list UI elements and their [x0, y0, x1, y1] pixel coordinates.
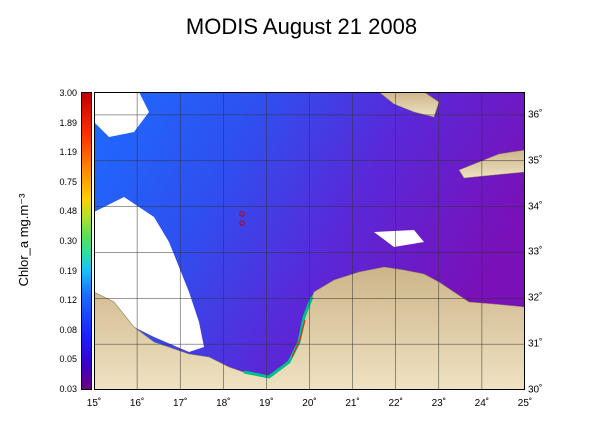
x-tick-label: 24˚ [474, 398, 490, 409]
map-frame [94, 92, 525, 390]
land-crete [458, 149, 525, 179]
y-tick-label: 35˚ [528, 155, 543, 167]
no-data-area-north [94, 92, 149, 137]
colorbar [81, 92, 92, 390]
y-tick-label: 32˚ [528, 292, 543, 304]
x-tick-label: 19˚ [259, 398, 274, 409]
map-title: MODIS August 21 2008 [185, 14, 418, 39]
x-tick-label: 16˚ [129, 398, 145, 409]
colorbar-label: Chlor_a mg.m⁻³ [16, 193, 31, 287]
y-tick-label: 36˚ [528, 109, 543, 121]
colorbar-tick-label: 0.05 [59, 354, 77, 365]
colorbar-tick-label: 1.89 [59, 117, 77, 128]
y-tick-label: 33˚ [528, 246, 543, 258]
colorbar-tick-label: 3.00 [59, 88, 77, 98]
y-tick-label: 34˚ [528, 201, 543, 213]
x-tick-label: 23˚ [431, 398, 447, 409]
station-marker-1 [239, 211, 245, 217]
y-tick-label: 30˚ [528, 384, 543, 396]
colorbar-tick-label: 0.75 [59, 176, 77, 187]
land-greece [378, 92, 440, 118]
colorbar-tick-label: 0.08 [59, 324, 77, 335]
colorbar-tick-label: 0.19 [59, 265, 77, 276]
x-tick-label: 18˚ [216, 398, 231, 409]
x-tick-label: 22˚ [388, 398, 403, 409]
station-marker-2 [239, 220, 245, 226]
colorbar-tick-label: 1.19 [59, 147, 77, 158]
x-tick-label: 15˚ [86, 398, 102, 409]
colorbar-tick-label: 0.03 [59, 384, 77, 394]
y-tick-label: 31˚ [528, 338, 543, 350]
no-data-patch [374, 230, 424, 247]
colorbar-tick-label: 0.48 [59, 206, 77, 217]
chlorophyll-map [94, 92, 525, 390]
colorbar-tick-label: 0.30 [59, 236, 77, 246]
coast-red-edge [291, 319, 306, 358]
x-tick-label: 25˚ [517, 398, 533, 409]
x-tick-label: 21˚ [345, 398, 360, 409]
colorbar-tick-label: 0.12 [59, 295, 77, 306]
x-tick-label: 20˚ [302, 398, 317, 409]
x-tick-label: 17˚ [172, 398, 188, 409]
